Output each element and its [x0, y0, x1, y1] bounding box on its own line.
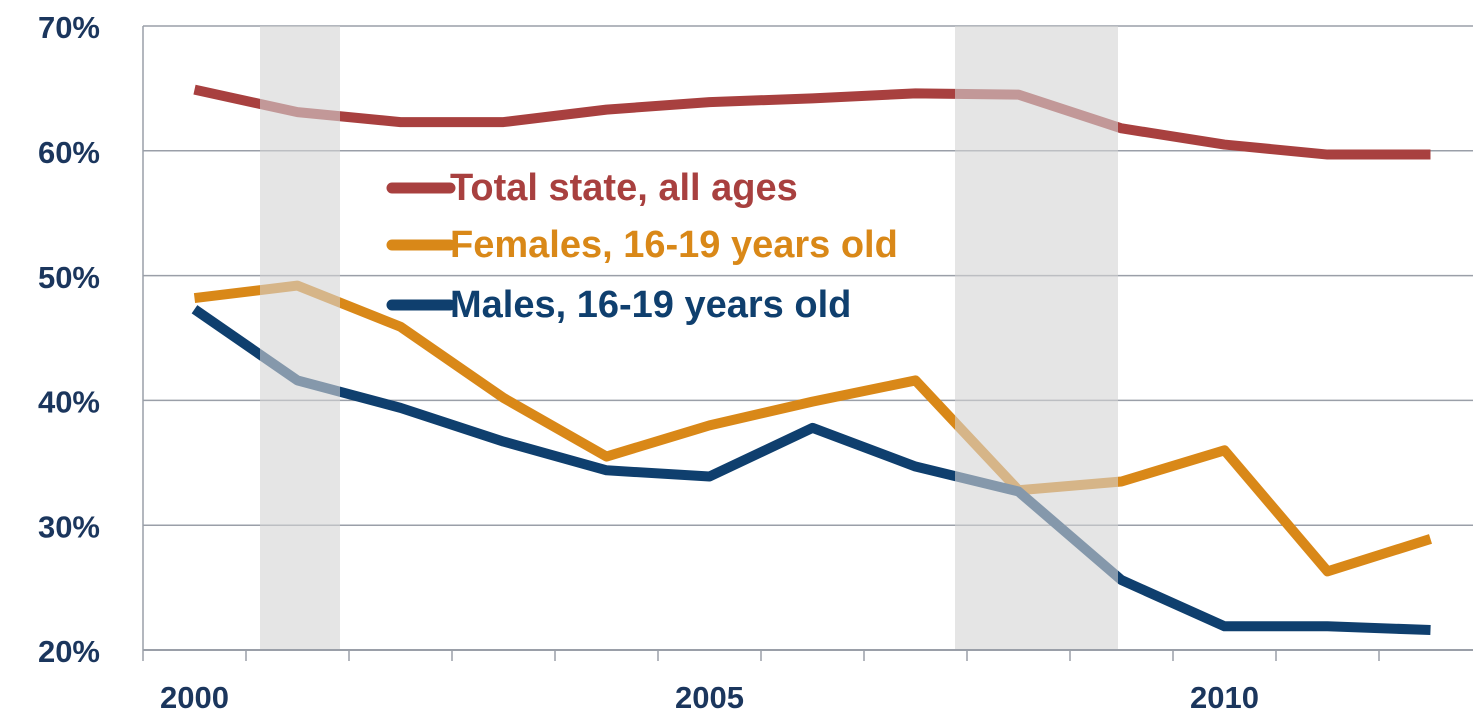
line-series [191, 305, 1431, 636]
shaded-period [955, 26, 1118, 650]
plot-lines [191, 84, 1433, 636]
recession-shading [260, 26, 1118, 650]
y-tick-label: 40% [38, 385, 100, 420]
y-tick-label: 20% [38, 634, 100, 669]
y-tick-label: 70% [38, 10, 100, 45]
shaded-period [260, 26, 340, 650]
legend-label: Total state, all ages [450, 167, 798, 209]
line-series [193, 84, 1431, 160]
legend-label: Males, 16-19 years old [450, 284, 851, 326]
x-tick-label: 2005 [675, 680, 744, 715]
y-tick-label: 50% [38, 260, 100, 295]
legend-label: Females, 16-19 years old [450, 224, 898, 266]
x-tick-label: 2010 [1190, 680, 1259, 715]
y-tick-label: 30% [38, 509, 100, 544]
y-tick-label: 60% [38, 135, 100, 170]
axes: 20% 30% 40% 50% 60% 70% 2000 2005 2010 [38, 10, 1473, 715]
line-series [193, 280, 1433, 577]
x-tick-label: 2000 [160, 680, 229, 715]
